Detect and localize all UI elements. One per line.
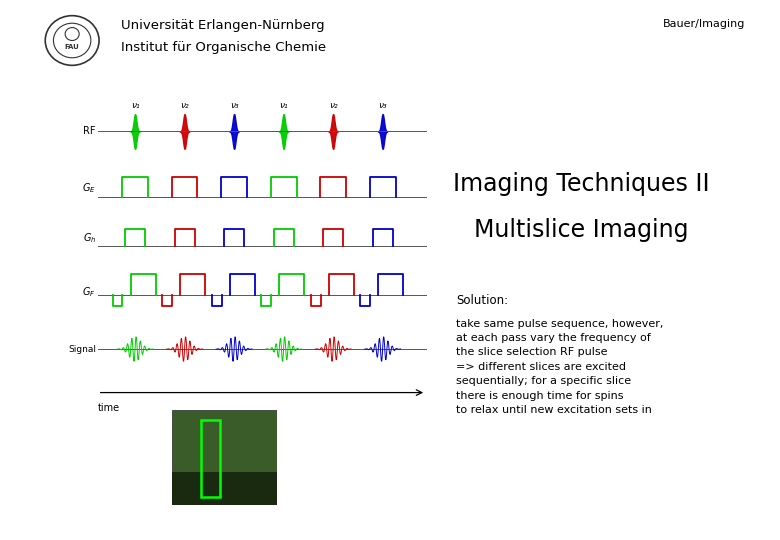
Text: Signal: Signal: [68, 345, 96, 354]
FancyBboxPatch shape: [172, 410, 277, 505]
Text: time: time: [98, 403, 120, 413]
Text: Multislice Imaging: Multislice Imaging: [474, 218, 689, 241]
Text: Imaging Techniques II: Imaging Techniques II: [452, 172, 710, 195]
Text: ν₃: ν₃: [378, 100, 387, 110]
Text: ν₃: ν₃: [230, 100, 239, 110]
Text: FAU: FAU: [65, 44, 80, 50]
Text: Universität Erlangen-Nürnberg: Universität Erlangen-Nürnberg: [121, 19, 324, 32]
Text: Bauer/Imaging: Bauer/Imaging: [662, 19, 745, 29]
Text: take same pulse sequence, however,
at each pass vary the frequency of
the slice : take same pulse sequence, however, at ea…: [456, 319, 664, 415]
FancyBboxPatch shape: [172, 472, 277, 505]
Text: $G_h$: $G_h$: [83, 232, 96, 246]
Text: $G_E$: $G_E$: [82, 181, 96, 195]
Text: Institut für Organische Chemie: Institut für Organische Chemie: [121, 40, 326, 53]
Text: ν₁: ν₁: [131, 100, 140, 110]
Text: RF: RF: [83, 126, 96, 137]
Text: ν₂: ν₂: [180, 100, 189, 110]
Text: ν₁: ν₁: [279, 100, 288, 110]
Text: ν₂: ν₂: [329, 100, 338, 110]
Text: Solution:: Solution:: [456, 294, 509, 307]
Text: $G_F$: $G_F$: [83, 285, 96, 299]
